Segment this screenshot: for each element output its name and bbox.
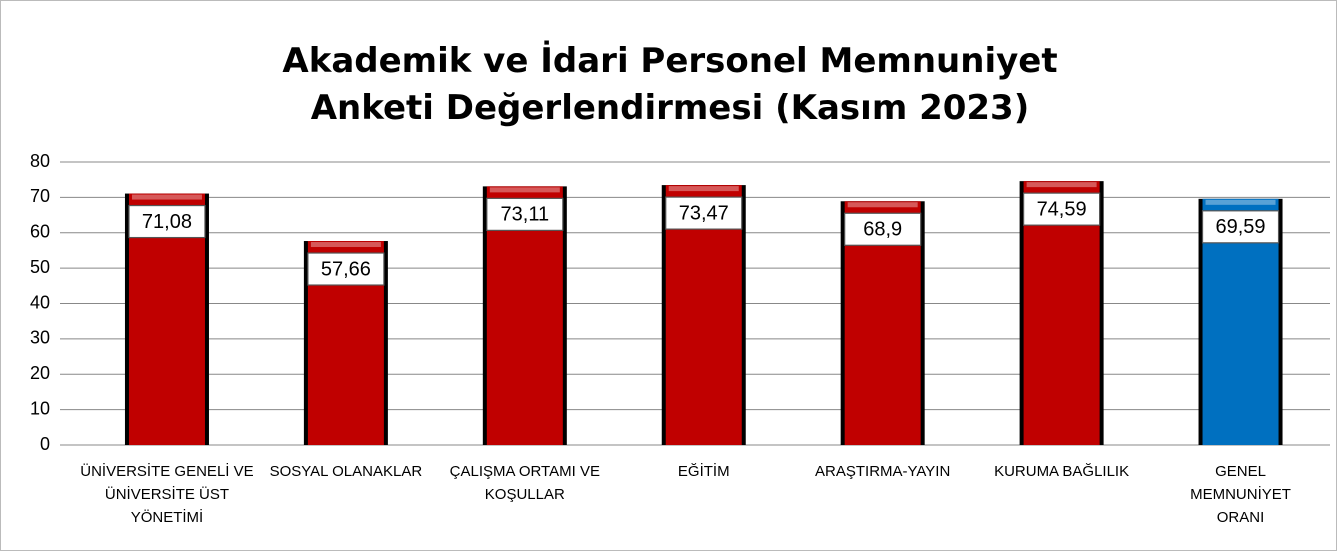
bar-highlight bbox=[847, 202, 918, 208]
bar-highlight bbox=[310, 242, 381, 248]
y-tick-label: 70 bbox=[30, 186, 50, 206]
bar-highlight bbox=[131, 194, 202, 200]
y-tick-label: 0 bbox=[40, 434, 50, 454]
y-tick-label: 40 bbox=[30, 292, 50, 312]
x-tick-label: GENEL MEMNUNİYET ORANI bbox=[1190, 463, 1291, 526]
y-tick-label: 10 bbox=[30, 398, 50, 418]
value-label: 73,11 bbox=[501, 204, 550, 226]
value-label-box bbox=[844, 212, 922, 246]
value-label: 68,9 bbox=[863, 219, 902, 241]
x-tick-label: ARAŞTIRMA-YAYIN bbox=[815, 463, 951, 480]
bar-highlight bbox=[489, 187, 560, 193]
y-tick-label: 60 bbox=[30, 222, 50, 242]
x-tick-label: ÜNİVERSİTE GENELİ VE ÜNİVERSİTE ÜST YÖNE… bbox=[80, 463, 254, 526]
x-tick-label: KURUMA BAĞLILIK bbox=[994, 463, 1130, 480]
x-tick-label: EĞİTİM bbox=[677, 463, 730, 480]
chart-title: Akademik ve İdari Personel Memnuniyet An… bbox=[282, 41, 1058, 128]
bar-highlight bbox=[1026, 182, 1097, 188]
value-label-box bbox=[307, 252, 385, 286]
y-tick-label: 50 bbox=[30, 257, 50, 277]
value-label-box bbox=[128, 204, 206, 239]
value-label-box bbox=[486, 197, 564, 231]
value-label: 73,47 bbox=[679, 202, 729, 224]
value-label: 74,59 bbox=[1037, 198, 1087, 220]
value-label-box bbox=[1201, 210, 1280, 244]
bar-highlight bbox=[1205, 199, 1276, 205]
x-tick-label: ÇALIŞMA ORTAMI VE KOŞULLAR bbox=[449, 463, 600, 503]
value-label: 71,08 bbox=[142, 211, 192, 233]
y-tick-label: 30 bbox=[30, 328, 50, 348]
value-label: 69,59 bbox=[1216, 216, 1266, 238]
value-label: 57,66 bbox=[321, 258, 371, 280]
value-label-box bbox=[665, 196, 743, 230]
x-tick-label: SOSYAL OLANAKLAR bbox=[269, 463, 423, 480]
y-tick-label: 20 bbox=[30, 363, 50, 383]
value-label-box bbox=[1023, 192, 1101, 226]
bar-highlight bbox=[668, 186, 739, 192]
y-tick-label: 80 bbox=[30, 151, 50, 171]
